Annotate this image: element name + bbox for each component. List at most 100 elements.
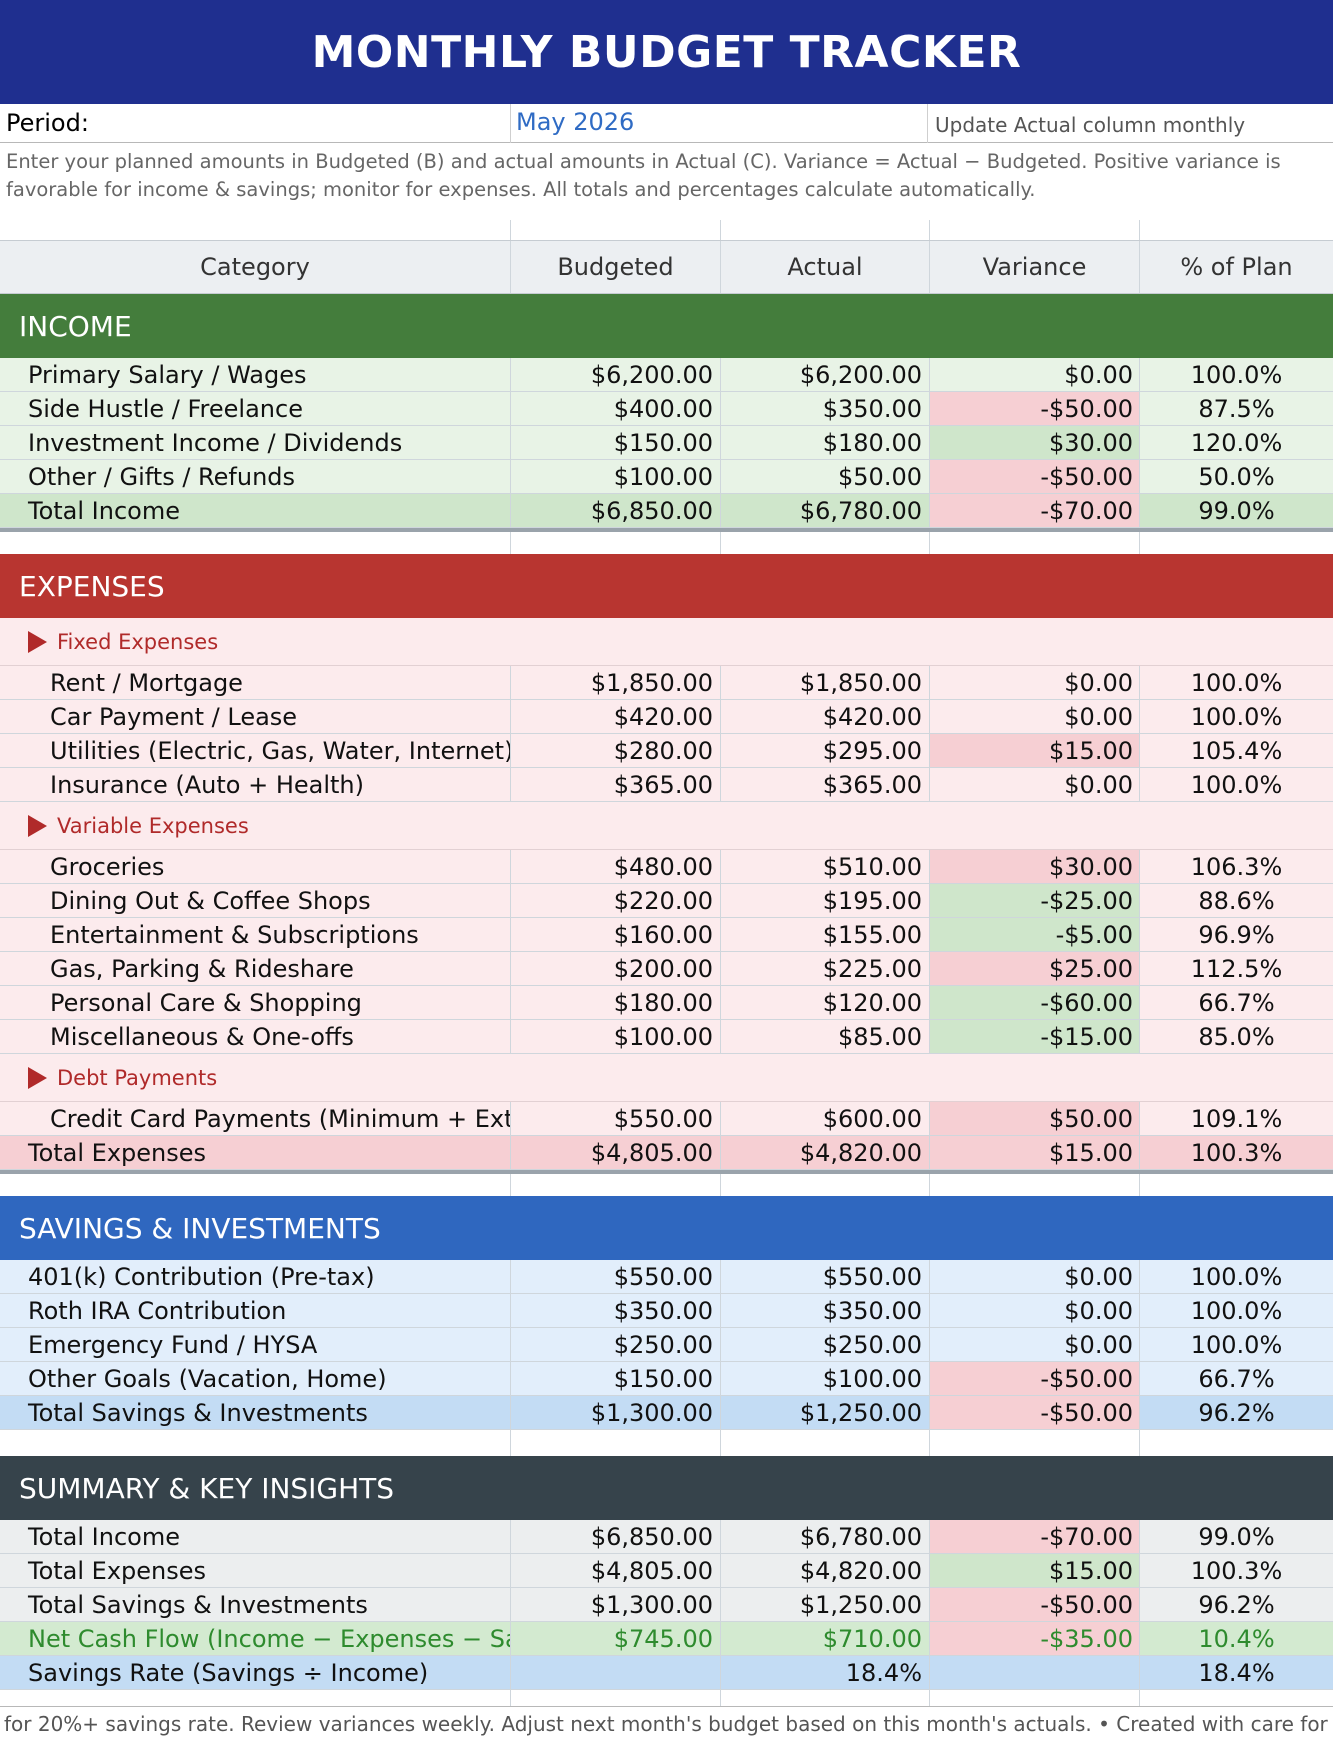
category-cell[interactable]: Investment Income / Dividends bbox=[28, 428, 403, 457]
table-row[interactable]: Dining Out & Coffee Shops $220.00 $195.0… bbox=[0, 884, 1333, 918]
variance-cell[interactable]: $0.00 bbox=[929, 358, 1139, 391]
table-row[interactable]: Utilities (Electric, Gas, Water, Interne… bbox=[0, 734, 1333, 768]
actual-cell[interactable]: $155.00 bbox=[720, 918, 929, 951]
pct-cell[interactable]: 18.4% bbox=[1139, 1656, 1333, 1689]
pct-cell[interactable]: 96.2% bbox=[1139, 1588, 1333, 1621]
pct-cell[interactable]: 99.0% bbox=[1139, 1520, 1333, 1553]
pct-cell[interactable]: 96.9% bbox=[1139, 918, 1333, 951]
budgeted-cell[interactable]: $280.00 bbox=[510, 734, 720, 767]
actual-cell[interactable]: $365.00 bbox=[720, 768, 929, 801]
table-row[interactable]: Car Payment / Lease $420.00 $420.00 $0.0… bbox=[0, 700, 1333, 734]
budgeted-cell[interactable]: $150.00 bbox=[510, 1362, 720, 1395]
actual-cell[interactable]: $550.00 bbox=[720, 1260, 929, 1293]
col-header-budgeted[interactable]: Budgeted bbox=[510, 241, 720, 293]
category-cell[interactable]: Other Goals (Vacation, Home) bbox=[28, 1364, 387, 1393]
actual-cell[interactable]: $195.00 bbox=[720, 884, 929, 917]
category-cell[interactable]: Groceries bbox=[50, 852, 165, 881]
period-value-cell[interactable]: May 2026 bbox=[510, 104, 928, 143]
col-header-category[interactable]: Category bbox=[200, 253, 310, 281]
budgeted-cell[interactable]: $1,850.00 bbox=[510, 666, 720, 699]
pct-cell[interactable]: 100.3% bbox=[1139, 1136, 1333, 1169]
pct-cell[interactable]: 99.0% bbox=[1139, 494, 1333, 527]
table-row[interactable]: Total Savings & Investments $1,300.00 $1… bbox=[0, 1588, 1333, 1622]
total-expenses-row[interactable]: Total Expenses $4,805.00 $4,820.00 $15.0… bbox=[0, 1136, 1333, 1170]
pct-cell[interactable]: 85.0% bbox=[1139, 1020, 1333, 1053]
table-row[interactable]: Gas, Parking & Rideshare $200.00 $225.00… bbox=[0, 952, 1333, 986]
table-row[interactable]: Emergency Fund / HYSA $250.00 $250.00 $0… bbox=[0, 1328, 1333, 1362]
pct-cell[interactable]: 100.0% bbox=[1139, 358, 1333, 391]
actual-cell[interactable]: $4,820.00 bbox=[720, 1554, 929, 1587]
actual-cell[interactable]: $50.00 bbox=[720, 460, 929, 493]
variance-cell[interactable]: $15.00 bbox=[929, 1554, 1139, 1587]
table-row[interactable]: Primary Salary / Wages $6,200.00 $6,200.… bbox=[0, 358, 1333, 392]
pct-cell[interactable]: 100.3% bbox=[1139, 1554, 1333, 1587]
budgeted-cell[interactable]: $160.00 bbox=[510, 918, 720, 951]
category-cell[interactable]: Total Savings & Investments bbox=[28, 1398, 368, 1427]
table-row[interactable]: Miscellaneous & One-offs $100.00 $85.00 … bbox=[0, 1020, 1333, 1054]
variance-cell[interactable]: -$70.00 bbox=[929, 1520, 1139, 1553]
variance-cell[interactable]: $0.00 bbox=[929, 1328, 1139, 1361]
subsection-debt-payments[interactable]: Debt Payments bbox=[0, 1054, 1333, 1102]
variance-cell[interactable]: $0.00 bbox=[929, 768, 1139, 801]
variance-cell[interactable]: -$5.00 bbox=[929, 918, 1139, 951]
category-cell[interactable]: Primary Salary / Wages bbox=[28, 360, 307, 389]
actual-cell[interactable]: $600.00 bbox=[720, 1102, 929, 1135]
pct-cell[interactable]: 88.6% bbox=[1139, 884, 1333, 917]
total-savings-row[interactable]: Total Savings & Investments $1,300.00 $1… bbox=[0, 1396, 1333, 1430]
table-row[interactable]: 401(k) Contribution (Pre-tax) $550.00 $5… bbox=[0, 1260, 1333, 1294]
category-cell[interactable]: 401(k) Contribution (Pre-tax) bbox=[28, 1262, 375, 1291]
actual-cell[interactable]: $6,780.00 bbox=[720, 1520, 929, 1553]
pct-cell[interactable]: 100.0% bbox=[1139, 1294, 1333, 1327]
actual-cell[interactable]: $510.00 bbox=[720, 850, 929, 883]
budgeted-cell[interactable]: $365.00 bbox=[510, 768, 720, 801]
variance-cell[interactable]: -$50.00 bbox=[929, 460, 1139, 493]
pct-cell[interactable]: 10.4% bbox=[1139, 1622, 1333, 1655]
category-cell[interactable]: Insurance (Auto + Health) bbox=[50, 770, 365, 799]
category-cell[interactable]: Net Cash Flow (Income − Expenses − Savin… bbox=[28, 1624, 510, 1653]
variance-cell[interactable]: -$25.00 bbox=[929, 884, 1139, 917]
category-cell[interactable]: Emergency Fund / HYSA bbox=[28, 1330, 318, 1359]
col-header-actual[interactable]: Actual bbox=[720, 241, 929, 293]
budgeted-cell[interactable]: $200.00 bbox=[510, 952, 720, 985]
budgeted-cell[interactable]: $1,300.00 bbox=[510, 1588, 720, 1621]
budgeted-cell[interactable]: $4,805.00 bbox=[510, 1136, 720, 1169]
subsection-fixed-expenses[interactable]: Fixed Expenses bbox=[0, 618, 1333, 666]
table-row[interactable]: Rent / Mortgage $1,850.00 $1,850.00 $0.0… bbox=[0, 666, 1333, 700]
budgeted-cell[interactable]: $100.00 bbox=[510, 460, 720, 493]
pct-cell[interactable]: 66.7% bbox=[1139, 1362, 1333, 1395]
category-cell[interactable]: Utilities (Electric, Gas, Water, Interne… bbox=[50, 736, 510, 765]
variance-cell[interactable]: $15.00 bbox=[929, 734, 1139, 767]
variance-cell[interactable]: $50.00 bbox=[929, 1102, 1139, 1135]
actual-cell[interactable]: $350.00 bbox=[720, 392, 929, 425]
pct-cell[interactable]: 66.7% bbox=[1139, 986, 1333, 1019]
variance-cell[interactable]: -$60.00 bbox=[929, 986, 1139, 1019]
category-cell[interactable]: Total Expenses bbox=[28, 1138, 207, 1167]
pct-cell[interactable]: 105.4% bbox=[1139, 734, 1333, 767]
pct-cell[interactable]: 100.0% bbox=[1139, 666, 1333, 699]
variance-cell[interactable]: -$50.00 bbox=[929, 1588, 1139, 1621]
category-cell[interactable]: Rent / Mortgage bbox=[50, 668, 243, 697]
pct-cell[interactable]: 100.0% bbox=[1139, 1260, 1333, 1293]
savings-rate-row[interactable]: Savings Rate (Savings ÷ Income) 18.4% 18… bbox=[0, 1656, 1333, 1690]
variance-cell[interactable]: $15.00 bbox=[929, 1136, 1139, 1169]
actual-cell[interactable]: $225.00 bbox=[720, 952, 929, 985]
table-row[interactable]: Side Hustle / Freelance $400.00 $350.00 … bbox=[0, 392, 1333, 426]
pct-cell[interactable]: 96.2% bbox=[1139, 1396, 1333, 1429]
budgeted-cell[interactable]: $400.00 bbox=[510, 392, 720, 425]
category-cell[interactable]: Total Income bbox=[28, 496, 180, 525]
actual-cell[interactable]: $1,250.00 bbox=[720, 1588, 929, 1621]
pct-cell[interactable]: 106.3% bbox=[1139, 850, 1333, 883]
budgeted-cell[interactable]: $6,200.00 bbox=[510, 358, 720, 391]
pct-cell[interactable]: 100.0% bbox=[1139, 1328, 1333, 1361]
col-header-pct-of-plan[interactable]: % of Plan bbox=[1139, 241, 1333, 293]
category-cell[interactable]: Car Payment / Lease bbox=[50, 702, 298, 731]
category-cell[interactable]: Side Hustle / Freelance bbox=[28, 394, 303, 423]
actual-cell[interactable]: $4,820.00 bbox=[720, 1136, 929, 1169]
variance-cell[interactable] bbox=[929, 1656, 1139, 1689]
actual-cell[interactable]: $120.00 bbox=[720, 986, 929, 1019]
variance-cell[interactable]: -$70.00 bbox=[929, 494, 1139, 527]
budgeted-cell[interactable]: $4,805.00 bbox=[510, 1554, 720, 1587]
table-row[interactable]: Entertainment & Subscriptions $160.00 $1… bbox=[0, 918, 1333, 952]
budgeted-cell[interactable]: $6,850.00 bbox=[510, 1520, 720, 1553]
category-cell[interactable]: Total Savings & Investments bbox=[28, 1590, 368, 1619]
